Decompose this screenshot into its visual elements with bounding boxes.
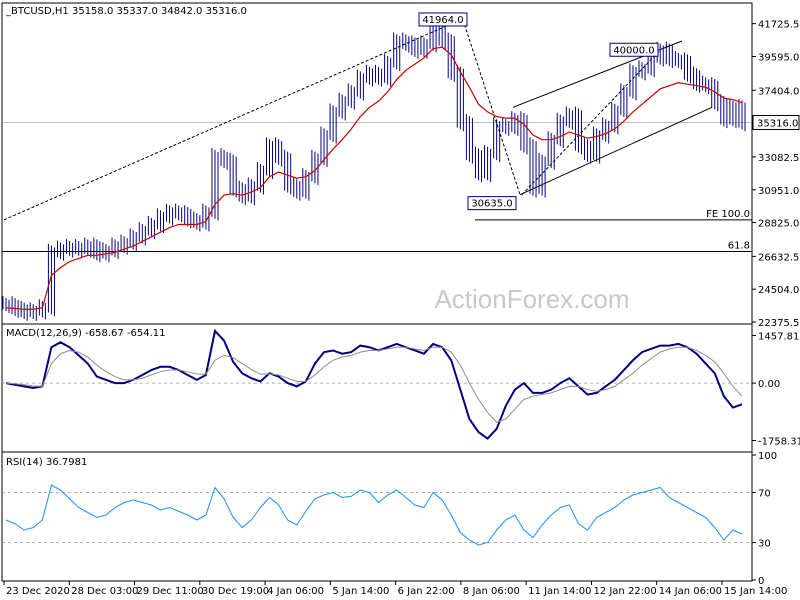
- pane-title: MACD(12,26,9) -658.67 -654.11: [6, 328, 166, 339]
- y-tick-label: 37404.0: [758, 86, 799, 97]
- y-tick-label: 24504.0: [758, 285, 799, 296]
- price-annotation-box: [467, 196, 517, 211]
- x-tick-label: 6 Jan 22:00: [398, 586, 455, 597]
- y-tick-label: 28825.0: [758, 219, 799, 230]
- y-tick-label: -1758.31: [758, 436, 800, 447]
- level-label: 61.8: [728, 240, 750, 251]
- x-tick-label: 15 Jan 14:00: [724, 586, 787, 597]
- pane-title: _BTCUSD,H1 35158.0 35337.0 34842.0 35316…: [5, 6, 247, 17]
- y-tick-label: 100: [758, 451, 777, 462]
- channel-line: [519, 106, 713, 196]
- x-tick-label: 30 Dec 19:00: [202, 586, 269, 597]
- x-tick-label: 28 Dec 03:00: [71, 586, 138, 597]
- trend-line: [3, 19, 461, 221]
- y-tick-label: 30: [758, 539, 771, 550]
- y-tick-label: 26632.5: [758, 252, 799, 263]
- price-annotation-label: 41964.0: [422, 15, 463, 26]
- y-tick-label: 22375.5: [758, 318, 799, 329]
- x-tick-label: 8 Jan 06:00: [463, 586, 520, 597]
- x-tick-label: 12 Jan 22:00: [593, 586, 656, 597]
- x-tick-label: 5 Jan 14:00: [332, 586, 389, 597]
- pane-title: RSI(14) 36.7981: [6, 457, 87, 468]
- price-annotation-box: [418, 12, 468, 27]
- current-price-box: [752, 114, 800, 130]
- y-tick-label: 30951.0: [758, 186, 799, 197]
- trend-line: [462, 19, 521, 195]
- price-annotation-label: 30635.0: [471, 199, 512, 210]
- current-price-label: 35316.0: [757, 118, 798, 129]
- y-tick-label: 0.00: [758, 379, 780, 390]
- x-tick-label: 14 Jan 06:00: [659, 586, 722, 597]
- trend-line: [521, 49, 661, 195]
- x-tick-label: 23 Dec 2020: [6, 586, 70, 597]
- macd-line: [5, 328, 743, 440]
- x-tick-label: 4 Jan 06:00: [267, 586, 324, 597]
- rsi-line: [5, 484, 743, 546]
- x-tick-label: 29 Dec 11:00: [137, 586, 204, 597]
- price-annotation-box: [609, 42, 659, 57]
- y-tick-label: 39595.0: [758, 53, 799, 64]
- y-tick-label: 0: [758, 576, 764, 587]
- level-label: FE 100.0: [706, 209, 750, 220]
- moving-average-line: [5, 46, 743, 310]
- y-tick-label: 41725.5: [758, 20, 799, 31]
- y-tick-label: 70: [758, 489, 771, 500]
- y-tick-label: 33082.5: [758, 153, 799, 164]
- macd-signal-line: [5, 346, 743, 423]
- y-tick-label: 1457.81: [758, 332, 799, 343]
- watermark: ActionForex.com: [434, 284, 629, 314]
- chart-frame: [1, 2, 753, 582]
- price-annotation-label: 40000.0: [613, 45, 654, 56]
- x-tick-label: 11 Jan 14:00: [528, 586, 591, 597]
